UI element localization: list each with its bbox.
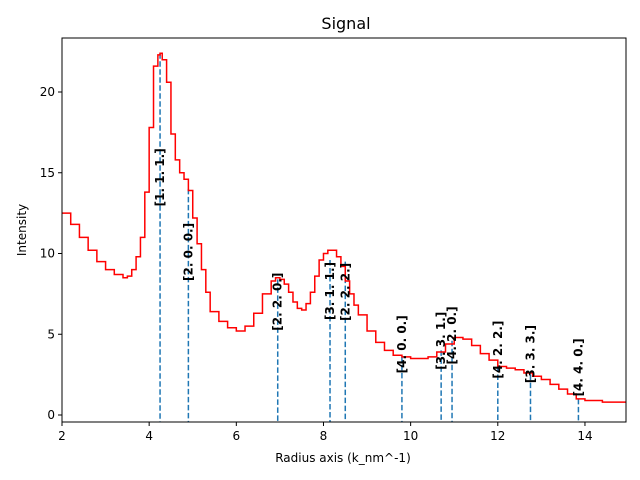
y-axis-label: Intensity [15, 204, 29, 256]
axes-frame [61, 37, 627, 423]
y-tick-label: 10 [40, 247, 55, 261]
x-tick-label: 4 [145, 429, 153, 443]
peak-label: [3. 1. 1.] [323, 262, 337, 320]
peak-label: [3. 3. 1.] [434, 312, 448, 370]
x-tick-label: 8 [320, 429, 328, 443]
chart-title: Signal [321, 14, 370, 33]
plot-area: [1. 1. 1.] [2. 0. 0.] [2. 2. 0.] [3. 1. 1.]… [62, 52, 626, 422]
peak-label: [4. 2. 2.] [491, 321, 505, 379]
signal-line [62, 52, 626, 403]
peak-label: [3. 3. 3.] [523, 325, 537, 383]
y-tick-label: 5 [47, 327, 55, 341]
y-tick-label: 15 [40, 166, 55, 180]
peak-label: [2. 2. 0.] [271, 273, 285, 331]
x-axis-label: Radius axis (k_nm^-1) [275, 451, 411, 465]
x-tick-label: 10 [403, 429, 418, 443]
peak-label: [2. 2. 2.] [338, 263, 352, 321]
x-tick-label: 6 [232, 429, 240, 443]
peak-label: [1. 1. 1.] [153, 148, 167, 206]
y-tick-label: 0 [47, 408, 55, 422]
peak-label: [4. 2. 0.] [445, 306, 459, 364]
peak-label: [4. 0. 0.] [395, 315, 409, 373]
x-tick-label: 12 [490, 429, 505, 443]
peak-markers [159, 53, 580, 422]
x-tick-label: 2 [58, 429, 66, 443]
x-tick-label: 14 [577, 429, 592, 443]
peak-labels: [1. 1. 1.] [2. 0. 0.] [2. 2. 0.] [3. 1. 1.]… [153, 148, 585, 396]
y-axis-ticks: 0 5 10 15 20 [40, 85, 62, 422]
peak-label: [2. 0. 0.] [181, 223, 195, 281]
x-axis-ticks: 2 4 6 8 10 12 14 [58, 422, 593, 443]
y-tick-label: 20 [40, 85, 55, 99]
peak-label: [4. 4. 0.] [571, 338, 585, 396]
